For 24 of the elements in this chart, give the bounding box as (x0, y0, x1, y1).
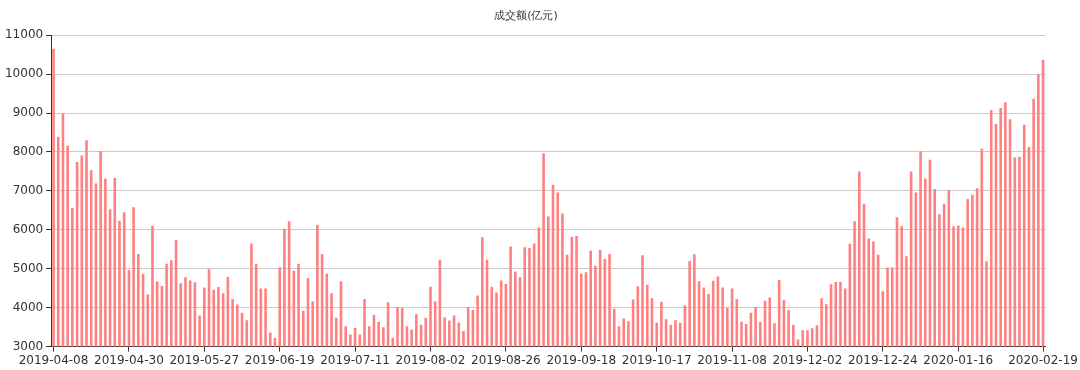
y-tick-label: 8000 (12, 144, 44, 159)
x-tick-label: 2020-01-16 (923, 352, 994, 367)
y-tick-label: 7000 (12, 183, 44, 198)
y-tick-label: 3000 (12, 338, 44, 353)
x-tick-label: 2019-07-11 (320, 352, 390, 367)
x-tick-label: 2020-02-19 (1008, 352, 1078, 367)
x-tick-label: 2019-08-02 (395, 352, 466, 367)
y-tick-label: 10000 (4, 66, 44, 81)
x-tick-label: 2019-09-18 (546, 352, 617, 367)
x-tick-label: 2019-12-02 (772, 352, 843, 367)
y-tick-label: 9000 (12, 105, 44, 120)
x-tick-label: 2019-11-08 (697, 352, 767, 367)
y-tick-label: 5000 (12, 260, 44, 275)
x-tick-label: 2019-10-17 (621, 352, 692, 367)
x-tick-label: 2019-06-19 (244, 352, 315, 367)
x-tick-label: 2019-04-30 (94, 352, 164, 367)
x-tick-label: 2019-12-24 (847, 352, 918, 367)
y-tick-label: 6000 (12, 221, 44, 236)
y-tick-label: 4000 (12, 299, 44, 314)
x-tick-label: 2019-05-27 (169, 352, 240, 367)
x-tick-label: 2019-08-26 (471, 352, 541, 367)
y-tick-label: 11000 (4, 27, 44, 42)
chart-title: 成交额(亿元) (494, 9, 558, 23)
x-tick-label: 2019-04-08 (18, 352, 89, 367)
